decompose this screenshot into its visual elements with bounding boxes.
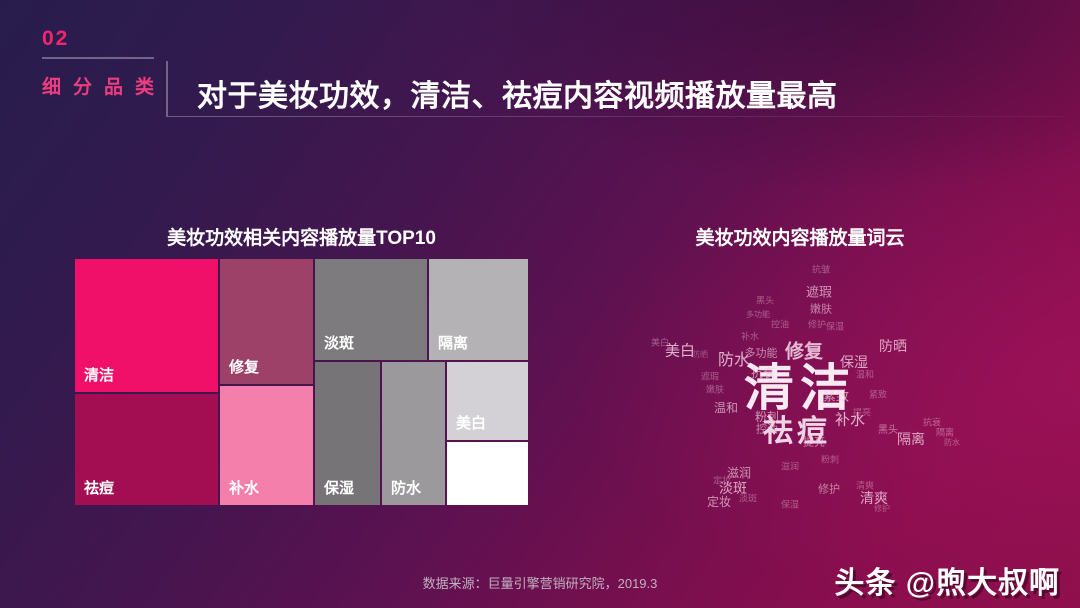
wordcloud-word: 防晒: [879, 338, 907, 354]
wordcloud-word: 隔离: [935, 427, 955, 438]
treemap-cell: [447, 442, 528, 505]
wordcloud-word: 温和: [713, 401, 739, 415]
wordcloud-word: 定妆: [706, 495, 732, 509]
wordcloud-word: 多功能: [744, 347, 778, 360]
treemap-cell-label: 隔离: [438, 335, 469, 352]
treemap-cell: 保湿: [315, 362, 380, 505]
title-accent-line: [166, 61, 168, 116]
wordcloud-word: 修护: [807, 319, 827, 330]
wordcloud-word: 抗皱: [811, 264, 831, 275]
wordcloud-word: 滋润: [780, 461, 800, 472]
wordcloud-word: 控油: [756, 423, 778, 436]
title-underline: [166, 116, 1062, 117]
wordcloud-word: 遮瑕: [700, 371, 720, 382]
wordcloud-word: 多功能: [746, 310, 770, 319]
wordcloud-word: 抗衰: [922, 417, 942, 428]
wordcloud-word: 清爽: [860, 490, 888, 506]
wordcloud-word: 紧致: [868, 389, 888, 400]
treemap-chart: 清洁祛痘 修复补水 淡斑 隔离保湿 防水 美白: [75, 259, 528, 505]
treemap-cell-label: 补水: [229, 480, 260, 497]
wordcloud-title: 美妆功效内容播放量词云: [695, 228, 905, 249]
wordcloud-word: 防晒: [692, 350, 708, 359]
treemap-cell-label: 防水: [391, 480, 422, 497]
wordcloud-word: 防水: [717, 352, 751, 369]
treemap-cell-label: 保湿: [324, 480, 355, 497]
wordcloud-word: 补水: [740, 331, 760, 342]
wordcloud-word: 黑头: [755, 295, 775, 306]
treemap-title: 美妆功效相关内容播放量TOP10: [167, 228, 436, 249]
page-title: 对于美妆功效，清洁、祛痘内容视频播放量最高: [197, 80, 838, 113]
wordcloud-word: 紧致: [822, 388, 850, 404]
wordcloud-word: 防水: [944, 438, 960, 447]
wordcloud-word: 修护: [818, 483, 840, 496]
treemap-cell: 清洁: [75, 259, 218, 392]
wordcloud-word: 遮瑕: [805, 284, 833, 300]
wordcloud-word: 定妆: [712, 475, 732, 486]
wordcloud-word: 黑头: [878, 425, 898, 436]
data-source-note: 数据来源：巨量引擎营销研究院，2019.3: [422, 576, 658, 591]
treemap-cell: 隔离: [429, 259, 528, 360]
treemap-cell: 淡斑: [315, 259, 427, 360]
section-number: 02: [42, 27, 70, 50]
wordcloud-word: 粉刺: [754, 410, 780, 424]
wordcloud-word: 滋润: [726, 466, 752, 480]
treemap-cell: 修复: [220, 259, 313, 384]
wordcloud-word: 淡斑: [719, 480, 747, 496]
wordcloud-word: 嫩肤: [810, 303, 832, 316]
wordcloud-word: 淡斑: [738, 493, 758, 504]
treemap-cell-label: 祛痘: [84, 480, 115, 497]
wordcloud-word: 控油: [770, 319, 790, 330]
wordcloud-word: 美白: [650, 337, 670, 348]
section-divider-line: [42, 57, 154, 59]
wordcloud-word: 修护: [874, 504, 890, 513]
treemap-cell-label: 淡斑: [324, 335, 355, 352]
wordcloud-word: 提亮: [852, 407, 872, 418]
wordcloud-word: 嫩肤: [705, 384, 725, 395]
wordcloud-word: 祛痘: [763, 415, 831, 448]
treemap-cell-label: 清洁: [84, 367, 115, 384]
wordcloud-word: 粉刺: [820, 454, 840, 465]
wordcloud-word: 温和: [855, 369, 875, 380]
wordcloud-word: 保湿: [780, 499, 800, 510]
wordcloud-word: 修复: [784, 341, 824, 363]
wordcloud-word: 隔离: [897, 431, 925, 447]
wordcloud-word: 保湿: [840, 354, 868, 370]
wordcloud-word: 美白: [664, 342, 696, 360]
treemap-cell-label: 美白: [456, 415, 487, 432]
wordcloud-word: 清爽: [855, 480, 875, 491]
treemap-cell: 美白: [447, 362, 528, 440]
treemap-cell-label: 修复: [229, 359, 260, 376]
wordcloud-word: 清洁: [744, 360, 856, 416]
treemap-cell: 祛痘: [75, 394, 218, 505]
section-label: 细分品类: [42, 77, 167, 98]
wordcloud-word: 保湿: [825, 321, 845, 332]
treemap-cell: 补水: [220, 386, 313, 505]
wordcloud-word: 补水: [834, 411, 866, 429]
watermark: 头条 @煦大叔啊: [834, 567, 1060, 600]
wordcloud-word: 提亮: [803, 436, 825, 449]
wordcloud-chart: 清洁 祛痘 修复 防水 美白 保湿 防晒 补水 隔离 淡斑 清爽 遮瑕 紧致 粉刺 温和 滋润 定妆 抗衰 多功能控…: [630, 255, 1060, 545]
treemap-cell: 防水: [382, 362, 445, 505]
wordcloud-word: 抗衰: [750, 366, 776, 380]
